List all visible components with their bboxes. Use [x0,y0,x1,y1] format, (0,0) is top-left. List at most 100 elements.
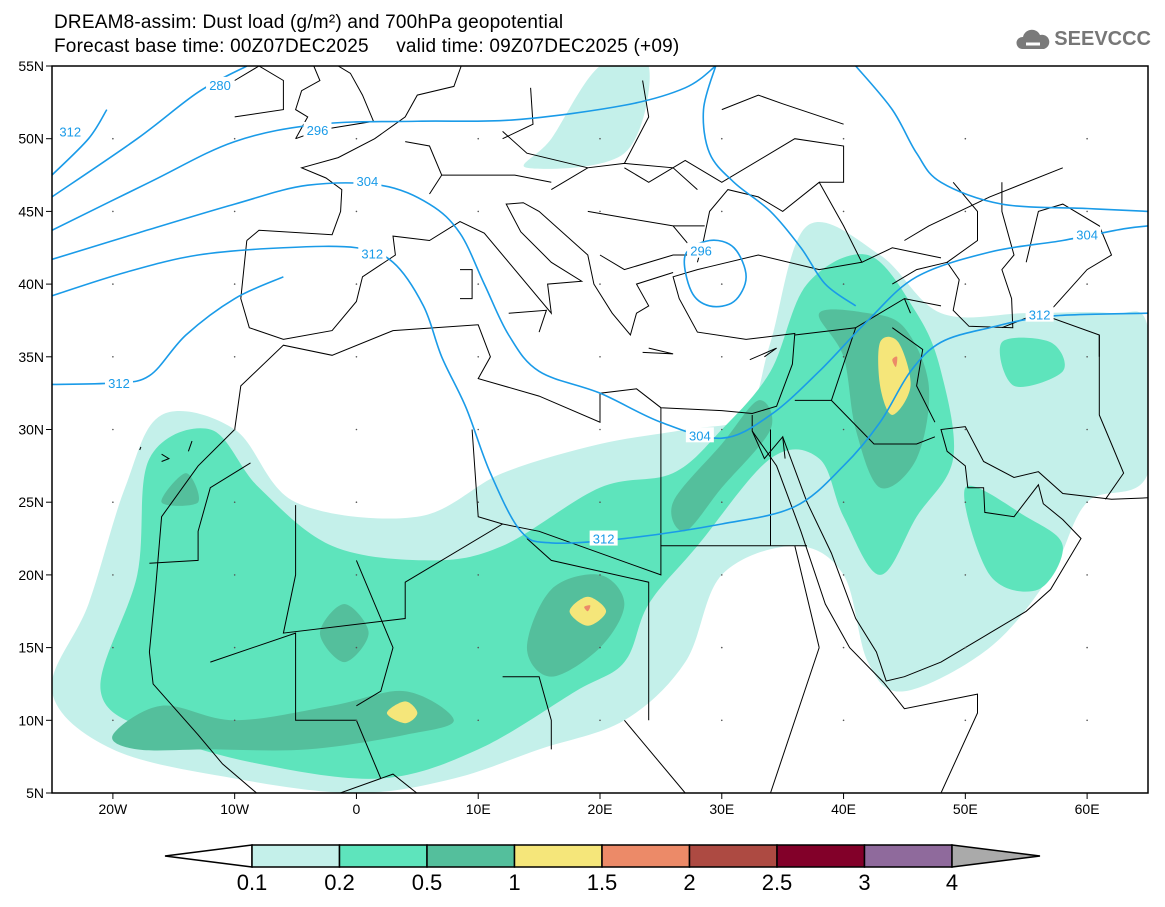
grid-dot [842,283,845,285]
colorbar-label: 4 [945,870,959,895]
coastline [904,167,1063,241]
grid-dot [599,137,601,140]
colorbar-segment [863,844,953,868]
contour-label-bg [303,121,332,137]
grid-dot [233,719,236,722]
dust-area [161,473,200,506]
grid-dot [964,356,967,358]
colorbar-segment [601,844,691,868]
contour-label: 312 [59,124,81,139]
contour-label: 312 [593,532,615,547]
coastline [161,453,171,462]
grid-dot [964,501,967,504]
coastline [903,298,911,314]
grid-dot [112,574,114,576]
coastline [861,247,942,263]
grid-dot [1086,356,1088,358]
geopotential-contour [702,66,857,307]
lon-label: 20W [98,801,128,817]
grid-dot [842,137,845,140]
dust-area [112,690,454,751]
contour-label: 304 [689,428,711,443]
grid-dot [355,719,358,722]
coastline [749,347,777,361]
contour-label: 312 [1029,308,1051,323]
grid-dot [355,210,358,213]
dust-area [671,400,773,532]
contour-label-bg [1025,306,1054,322]
grid-dot [233,428,236,431]
coastline [624,138,845,183]
contour-label-bg [1073,226,1102,242]
coastline [139,446,142,451]
lat-label: 45N [18,203,44,219]
contour-label: 312 [361,247,383,262]
grid-dot [355,356,358,358]
dust-area [526,574,625,677]
colorbar-label: 1.5 [586,870,618,895]
coastline [502,676,552,750]
colorbar [164,844,1041,868]
coastline [831,400,936,445]
grid-dot [233,137,236,140]
coastline [624,719,686,793]
colorbar-label: 0.5 [411,870,443,895]
coastline [794,545,820,648]
coastline [405,141,443,195]
colorbar-segment [338,844,428,868]
colorbar-label: 1 [508,870,521,895]
geopotential-contour [683,239,747,308]
geopotential-contour [52,66,717,232]
logo-text: SEEVCCC [1054,28,1151,50]
coastline [441,174,552,183]
lon-label: 10W [220,801,250,817]
lon-label: 40E [831,801,856,817]
map-title: DREAM8-assim: Dust load (g/m²) and 700hP… [54,12,564,33]
coastline [892,261,948,285]
grid-dot [112,428,114,431]
grid-dot [477,356,480,358]
grid-dot [964,283,967,285]
lat-label: 25N [18,494,44,510]
contour-labels: 280 312 296 304 312 312 296 304 312 312 304 [56,76,1102,547]
colorbar-segment [251,844,341,868]
lat-label: 30N [18,422,44,438]
grid-dot [720,137,723,140]
grid-dot [1086,501,1088,504]
grid-dot [1086,137,1088,140]
coastline [282,505,807,634]
grid-dot [720,428,723,431]
grid-dot [477,428,480,431]
contour-label-bg [206,76,235,92]
contour-label-bg [353,172,382,188]
grid-dot [112,646,114,649]
lat-label: 40N [18,276,44,292]
coastline [148,651,418,793]
dust-area [386,701,418,724]
dust-area [523,66,650,169]
grid-dot [599,646,601,649]
coastline [234,66,284,118]
lat-label: 10N [18,712,44,728]
coastline [502,131,588,169]
grid-dot [355,428,358,431]
lon-label: 20E [588,801,613,817]
grid-dot [599,283,601,285]
grid-dot [477,210,480,213]
coastline [587,210,705,227]
grid-dot [720,646,723,649]
base-time: Forecast base time: 00Z07DEC2025 [54,36,369,57]
coastline [460,269,473,300]
dust-load-field [52,66,1148,793]
grid-dot [1086,210,1088,213]
grid-dot [964,719,967,722]
coastline [642,347,674,355]
lat-label: 15N [18,640,44,656]
grid-dot [842,719,845,722]
grid-dot [233,283,236,285]
coastline [782,426,1148,682]
grid-dot [842,210,845,213]
colorbar-segment [426,844,516,868]
coastline [502,87,534,140]
